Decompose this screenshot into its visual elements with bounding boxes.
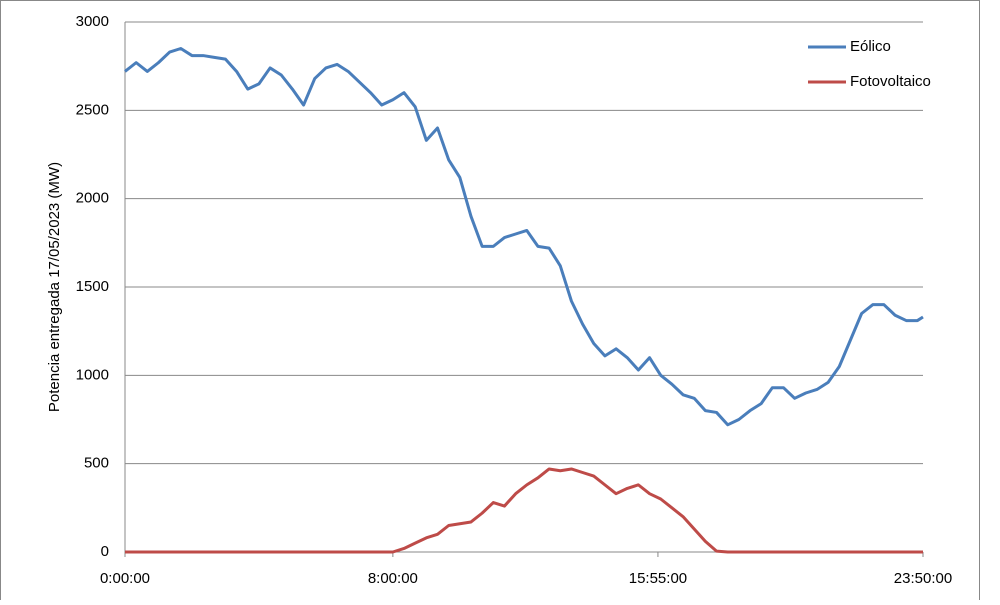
series-line (124, 47, 924, 427)
y-tick-label: 2500 (76, 101, 109, 118)
y-tick-label: 1500 (76, 278, 109, 295)
y-tick-label: 3000 (76, 13, 109, 30)
y-tick-label: 1000 (76, 366, 109, 383)
x-tick-label: 23:50:00 (894, 570, 952, 587)
series-line (125, 467, 923, 554)
x-tick-label: 8:00:00 (368, 570, 418, 587)
x-tick-label: 15:55:00 (629, 570, 687, 587)
y-axis-label: Potencia entregada 17/05/2023 (MW) (46, 162, 63, 412)
y-tick-label: 2000 (76, 190, 109, 207)
y-tick-label: 0 (101, 543, 109, 560)
legend-label: Fotovoltaico (850, 73, 931, 90)
legend-label: Eólico (850, 38, 891, 55)
x-tick-label: 0:00:00 (100, 570, 150, 587)
y-tick-label: 500 (84, 455, 109, 472)
